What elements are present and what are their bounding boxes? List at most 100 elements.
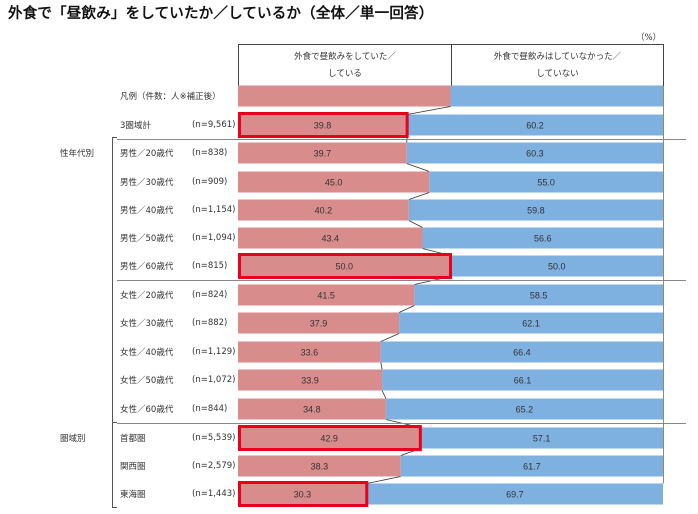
group-label: 性年代別	[60, 149, 95, 159]
sample-size-label: (n=1,129)	[192, 347, 236, 357]
bar-no	[382, 369, 663, 391]
category-label: 女性／20歳代	[120, 291, 174, 301]
bar-no	[406, 142, 663, 164]
category-label: 女性／40歳代	[120, 348, 174, 358]
sample-size-label: (n=5,539)	[192, 433, 236, 443]
connector-line	[407, 106, 451, 115]
chart-title: 外食で「昼飲み」をしていたか／しているか（全体／単一回答）	[8, 6, 434, 22]
highlight-box	[238, 253, 452, 279]
data-label-no: 56.6	[534, 234, 552, 244]
sample-size-label: (n=2,579)	[192, 461, 236, 471]
data-label-no: 66.1	[514, 376, 532, 386]
highlight-box	[238, 481, 369, 507]
sample-size-label: (n=1,154)	[192, 205, 236, 215]
group-bracket	[112, 137, 117, 423]
category-label: 関西圏	[120, 462, 146, 472]
category-label: 男性／30歳代	[120, 178, 174, 188]
group-label: 圏域別	[60, 434, 86, 444]
header-no: 外食で昼飲みはしていなかった／ していない	[451, 44, 664, 86]
sample-size-label: (n=9,561)	[192, 120, 236, 130]
category-label: 男性／40歳代	[120, 206, 174, 216]
bar-no	[420, 427, 663, 449]
data-label-yes: 45.0	[325, 178, 343, 188]
bar-yes	[238, 227, 423, 249]
data-label-no: 65.2	[516, 405, 534, 415]
category-label: 女性／60歳代	[120, 405, 174, 415]
bar-no	[408, 199, 663, 221]
data-label-yes: 30.3	[294, 490, 312, 500]
category-label: 男性／20歳代	[120, 149, 174, 159]
data-label-yes: 37.9	[310, 319, 328, 329]
sample-size-label: (n=844)	[192, 404, 228, 414]
data-label-no: 69.7	[506, 490, 524, 500]
connector-line	[398, 305, 415, 313]
connector-line	[380, 362, 383, 370]
legend-bar-no	[450, 85, 663, 107]
data-label-no: 60.3	[526, 149, 544, 159]
bar-yes	[238, 312, 400, 334]
bar-yes	[238, 284, 415, 306]
bar-yes	[238, 427, 421, 449]
data-label-no: 66.4	[513, 348, 531, 358]
connector-line	[381, 390, 387, 399]
legend-bar-yes	[238, 85, 451, 107]
category-label: 男性／50歳代	[120, 234, 174, 244]
bar-yes	[238, 199, 409, 221]
bar-no	[380, 341, 663, 363]
data-label-no: 57.1	[533, 434, 551, 444]
sample-size-label: (n=1,094)	[192, 233, 236, 243]
group-bracket	[112, 422, 117, 508]
bar-yes	[238, 171, 430, 193]
connector-line	[406, 163, 430, 172]
data-label-no: 58.5	[530, 291, 548, 301]
category-label: 首都圏	[120, 434, 146, 444]
category-label: 3圏域計	[120, 121, 151, 131]
data-label-yes: 34.8	[303, 405, 321, 415]
data-label-no: 61.7	[523, 462, 541, 472]
bar-no	[407, 114, 663, 136]
highlight-box	[238, 112, 409, 138]
data-label-yes: 33.6	[301, 348, 319, 358]
category-label: 東海圏	[120, 490, 146, 500]
bar-no	[414, 284, 663, 306]
data-label-no: 60.2	[526, 121, 544, 131]
data-label-yes: 39.8	[314, 121, 332, 131]
bar-yes	[238, 255, 451, 277]
bar-yes	[238, 341, 381, 363]
data-label-yes: 42.9	[320, 434, 338, 444]
data-label-yes: 38.3	[311, 462, 329, 472]
data-label-no: 50.0	[548, 262, 566, 272]
category-label: 女性／50歳代	[120, 376, 174, 386]
bar-no	[450, 255, 663, 277]
bar-yes	[238, 398, 386, 420]
sample-size-label: (n=824)	[192, 290, 228, 300]
bar-yes	[238, 455, 401, 477]
bar-yes	[238, 483, 367, 505]
data-label-no: 55.0	[537, 178, 555, 188]
bar-no	[399, 312, 663, 334]
connector-line	[408, 192, 430, 200]
category-label: 女性／30歳代	[120, 319, 174, 329]
bar-no	[400, 455, 663, 477]
connector-line	[366, 476, 401, 484]
data-label-no: 59.8	[527, 206, 545, 216]
legend-row-label: 凡例（件数：人※補正後）	[120, 92, 221, 102]
data-label-yes: 41.5	[317, 291, 335, 301]
bar-no	[422, 227, 663, 249]
highlight-box	[238, 425, 422, 451]
header-yes: 外食で昼飲みをしていた／ している	[238, 44, 452, 86]
data-label-yes: 33.9	[301, 376, 319, 386]
bar-yes	[238, 369, 383, 391]
bar-no	[385, 398, 663, 420]
data-label-yes: 43.4	[321, 234, 339, 244]
connector-line	[380, 333, 400, 342]
sample-size-label: (n=815)	[192, 261, 228, 271]
category-label: 男性／60歳代	[120, 262, 174, 272]
sample-size-label: (n=1,443)	[192, 489, 236, 499]
sample-size-label: (n=1,072)	[192, 375, 236, 385]
data-label-yes: 40.2	[315, 206, 333, 216]
sample-size-label: (n=838)	[192, 148, 228, 158]
bar-yes	[238, 142, 407, 164]
data-label-no: 62.1	[522, 319, 540, 329]
